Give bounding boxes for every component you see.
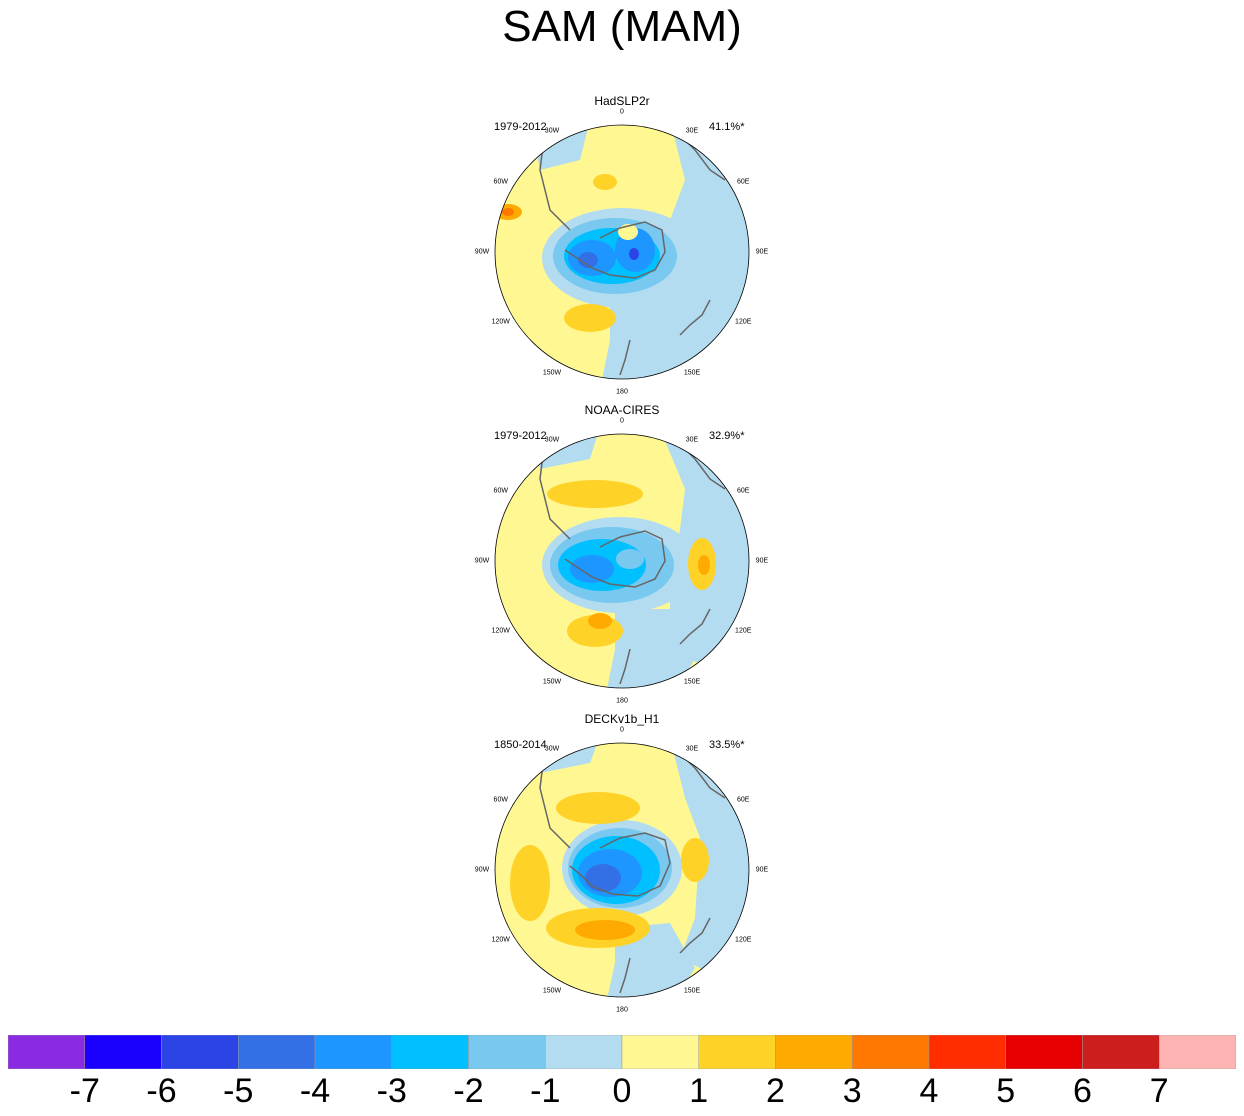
lon-120w-label: 120W	[491, 936, 510, 944]
lon-150w-label: 150W	[542, 369, 562, 377]
map-panel-deckv1b-h1: DECKv1b_H1 1850-2014 33.5%* 0	[470, 712, 774, 1018]
colorbar-tick: -7	[69, 1072, 100, 1110]
map-panel-noaa-cires: NOAA-CIRES 1979-2012 32.9%* 0	[470, 403, 774, 709]
panel-title: HadSLP2r	[594, 94, 650, 108]
lon-120e-label: 120E	[735, 936, 752, 944]
colorbar-swatch	[621, 1035, 699, 1069]
colorbar-tick: 3	[842, 1072, 862, 1110]
colorbar-tick: -3	[376, 1072, 407, 1110]
lon-90e-label: 90E	[755, 866, 769, 874]
lon-150e-label: 150E	[683, 369, 701, 377]
colorbar-tick: -1	[530, 1072, 561, 1110]
colorbar-swatch	[928, 1035, 1006, 1069]
colorbar-tick: -2	[453, 1072, 484, 1110]
lon-30e-label: 30E	[685, 127, 699, 135]
lon-0-label: 0	[620, 726, 624, 734]
colorbar-tick: 4	[919, 1072, 939, 1110]
lon-90w-label: 90W	[474, 557, 490, 565]
lon-30e-label: 30E	[685, 436, 699, 444]
lon-0-label: 0	[620, 417, 624, 425]
lon-120e-label: 120E	[735, 627, 752, 635]
colorbar-swatch	[1159, 1035, 1236, 1069]
lon-30e-label: 30E	[685, 745, 699, 753]
colorbar-swatch	[468, 1035, 546, 1069]
colorbar-swatch	[775, 1035, 853, 1069]
colorbar-tick: 7	[1149, 1072, 1169, 1110]
colorbar-swatch	[1082, 1035, 1160, 1069]
lon-30w-label: 30W	[544, 127, 560, 135]
lon-60e-label: 60E	[737, 487, 750, 495]
lon-150w-label: 150W	[542, 678, 562, 686]
lon-120e-label: 120E	[735, 318, 752, 326]
polar-map	[494, 433, 750, 689]
lon-120w-label: 120W	[491, 627, 510, 635]
lon-90e-label: 90E	[755, 248, 769, 256]
lon-60e-label: 60E	[737, 796, 750, 804]
colorbar-tick: 1	[689, 1072, 709, 1110]
lon-150e-label: 150E	[683, 987, 701, 995]
colorbar-swatch	[314, 1035, 392, 1069]
period-label: 1850-2014	[494, 739, 547, 751]
lon-60w-label: 60W	[493, 796, 508, 804]
map-panel-hadslp2r: HadSLP2r 1979-2012 41.1%*	[470, 94, 774, 400]
colorbar-swatch	[84, 1035, 162, 1069]
variance-label: 41.1%*	[709, 121, 745, 133]
lon-180-label: 180	[616, 388, 628, 396]
lon-120w-label: 120W	[491, 318, 510, 326]
colorbar-swatch	[1005, 1035, 1083, 1069]
lon-0-label: 0	[620, 108, 624, 116]
lon-60w-label: 60W	[493, 178, 508, 186]
lon-30w-label: 30W	[544, 745, 560, 753]
figure-title: SAM (MAM)	[502, 2, 742, 51]
colorbar	[8, 1035, 1236, 1069]
colorbar-swatch	[852, 1035, 930, 1069]
colorbar-tick: -4	[299, 1072, 331, 1110]
colorbar-tick: -6	[146, 1072, 177, 1110]
panel-title: NOAA-CIRES	[584, 403, 660, 417]
lon-90w-label: 90W	[474, 248, 490, 256]
lon-150w-label: 150W	[542, 987, 562, 995]
period-label: 1979-2012	[494, 430, 547, 442]
colorbar-swatch	[8, 1035, 85, 1069]
colorbar-swatch	[698, 1035, 776, 1069]
lon-90e-label: 90E	[755, 557, 769, 565]
lon-180-label: 180	[616, 1006, 628, 1014]
panel-title: DECKv1b_H1	[584, 712, 660, 726]
variance-label: 33.5%*	[709, 739, 745, 751]
polar-map	[494, 124, 750, 380]
colorbar-swatch	[238, 1035, 316, 1069]
lon-60e-label: 60E	[737, 178, 750, 186]
colorbar-tick: 0	[612, 1072, 632, 1110]
colorbar-swatch	[545, 1035, 623, 1069]
lon-150e-label: 150E	[683, 678, 701, 686]
lon-30w-label: 30W	[544, 436, 560, 444]
lon-60w-label: 60W	[493, 487, 508, 495]
colorbar-tick: 6	[1073, 1072, 1092, 1110]
lon-180-label: 180	[616, 697, 628, 705]
variance-label: 32.9%*	[709, 430, 745, 442]
colorbar-tick: 5	[996, 1072, 1016, 1110]
lon-90w-label: 90W	[474, 866, 490, 874]
colorbar-tick: -5	[223, 1072, 254, 1110]
colorbar-swatch	[161, 1035, 239, 1069]
period-label: 1979-2012	[494, 121, 547, 133]
colorbar-swatch	[391, 1035, 469, 1069]
colorbar-swatches	[8, 1035, 1236, 1069]
polar-map	[494, 742, 750, 998]
colorbar-tick: 2	[766, 1072, 785, 1110]
